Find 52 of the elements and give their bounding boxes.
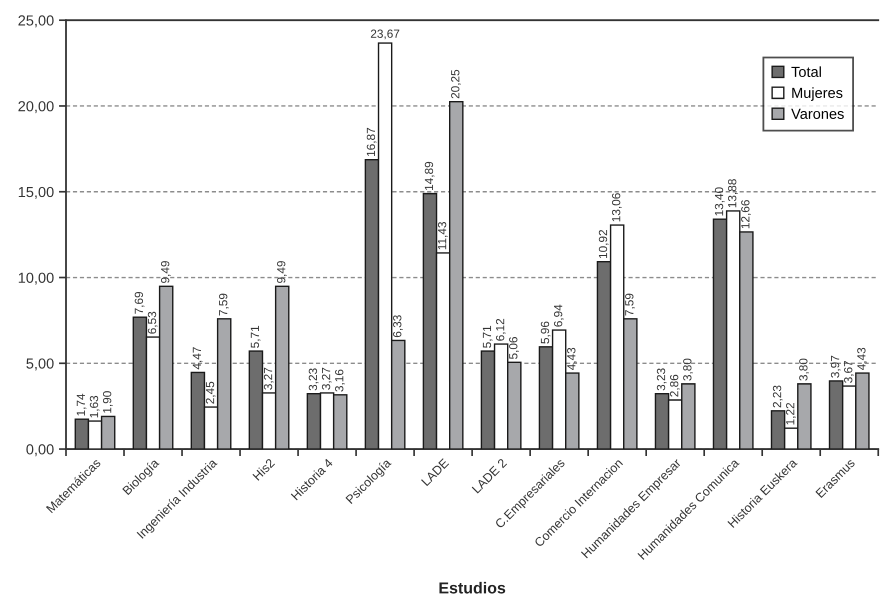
data-label: 1,90: [102, 391, 113, 413]
data-label: 1,63: [90, 396, 100, 418]
data-label: 3,97: [830, 356, 841, 378]
data-label: 6,33: [393, 315, 403, 338]
y-tick-label: 10,00: [18, 272, 54, 285]
data-label: 3,80: [683, 358, 693, 381]
data-label: 12,66: [741, 200, 751, 228]
data-label: 5,96: [540, 322, 551, 344]
data-label: 4,47: [192, 347, 202, 370]
data-label: 13,88: [728, 179, 738, 208]
legend-label: Mujeres: [792, 87, 842, 101]
data-label: 13,40: [714, 187, 725, 216]
x-axis-title: Estudios: [439, 582, 506, 594]
data-label: 10,92: [598, 230, 609, 258]
y-tick-label: 5,00: [26, 358, 54, 370]
data-label: 6,12: [496, 318, 506, 341]
data-label: 9,49: [277, 261, 287, 283]
data-label: 3,23: [308, 368, 318, 390]
data-label: 2,86: [670, 374, 680, 397]
data-label: 4,43: [567, 348, 577, 370]
data-label: 3,67: [844, 360, 854, 383]
y-tick-label: 0,00: [26, 444, 54, 456]
data-label: 5,71: [482, 326, 493, 348]
data-label: 1,22: [786, 402, 796, 424]
data-label: 13,06: [612, 193, 622, 222]
data-label: 6,53: [148, 312, 158, 334]
data-label: 7,59: [219, 294, 229, 316]
data-label: 16,87: [366, 128, 377, 156]
y-tick-label: 20,00: [18, 101, 54, 114]
y-tick-label: 25,00: [18, 15, 54, 28]
data-label: 3,27: [264, 368, 274, 390]
data-label: 6,94: [554, 304, 564, 327]
data-label: 14,89: [424, 162, 435, 190]
data-label: 3,16: [335, 370, 345, 392]
data-label: 5,06: [509, 337, 519, 360]
data-label: 2,23: [772, 386, 783, 408]
data-label: 4,43: [857, 348, 867, 370]
data-label: 7,59: [625, 294, 635, 316]
data-label: 20,25: [451, 70, 461, 98]
data-label: 3,27: [322, 368, 332, 390]
data-label: 2,45: [206, 382, 216, 404]
legend-label: Varones: [791, 108, 844, 119]
legend-label: Total: [791, 66, 821, 78]
data-label: 23,67: [370, 30, 400, 40]
data-label: 9,49: [160, 261, 171, 283]
data-label: 3,23: [656, 368, 667, 390]
data-label: 3,80: [799, 358, 809, 381]
data-label: 11,43: [438, 222, 448, 250]
data-label: 1,74: [76, 394, 86, 416]
data-label: 7,69: [134, 292, 144, 314]
y-tick-label: 15,00: [18, 186, 54, 199]
data-label: 5,71: [250, 326, 260, 348]
